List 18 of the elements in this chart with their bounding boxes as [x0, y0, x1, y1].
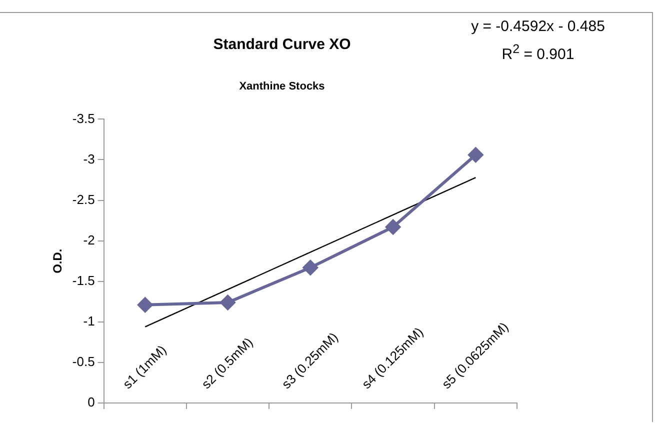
y-tick-label: -1.5 — [72, 272, 95, 288]
text: R$^{2}$ = 0.901 — [502, 42, 574, 63]
y-tick-label: -2 — [83, 232, 95, 248]
point — [138, 297, 153, 312]
y-tick-label: -3 — [83, 151, 95, 166]
y-tick-label: -2.5 — [72, 192, 95, 207]
y-tick-label: 0 — [88, 394, 95, 410]
chart-title: Standard Curve XO — [213, 36, 352, 54]
y-tick-label: -0.5 — [72, 354, 95, 370]
text: y = -0.4592x - 0.485 — [471, 18, 605, 35]
point — [468, 147, 484, 162]
point — [386, 220, 401, 235]
point — [302, 260, 318, 276]
point — [220, 294, 236, 310]
chart-subtitle: Xanthine Stocks — [239, 80, 325, 93]
y-tick-label: -1 — [83, 313, 95, 328]
y-axis-title: O.D. — [50, 248, 65, 274]
y-tick-label: -3.5 — [72, 110, 95, 126]
